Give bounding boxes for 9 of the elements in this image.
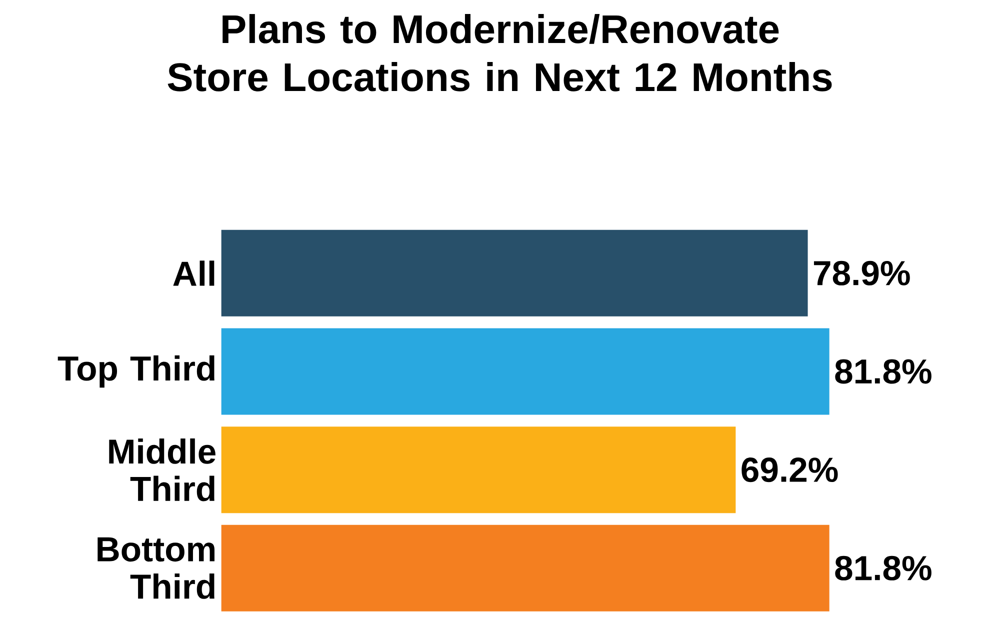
data-label: 81.8% — [835, 359, 932, 384]
data-label: 81.8% — [835, 556, 932, 580]
y-tick-label: Middle Third — [109, 438, 216, 502]
y-tick-label: Top Third — [58, 355, 214, 388]
y-tick-label: All — [173, 260, 214, 286]
chart-title: Plans to Modernize/Renovate Store Locations in Next 12 Months — [168, 14, 832, 92]
data-label: 69.2% — [742, 458, 838, 482]
data-label: 78.9% — [814, 260, 910, 286]
y-tick-label: Bottom Third — [98, 537, 214, 599]
